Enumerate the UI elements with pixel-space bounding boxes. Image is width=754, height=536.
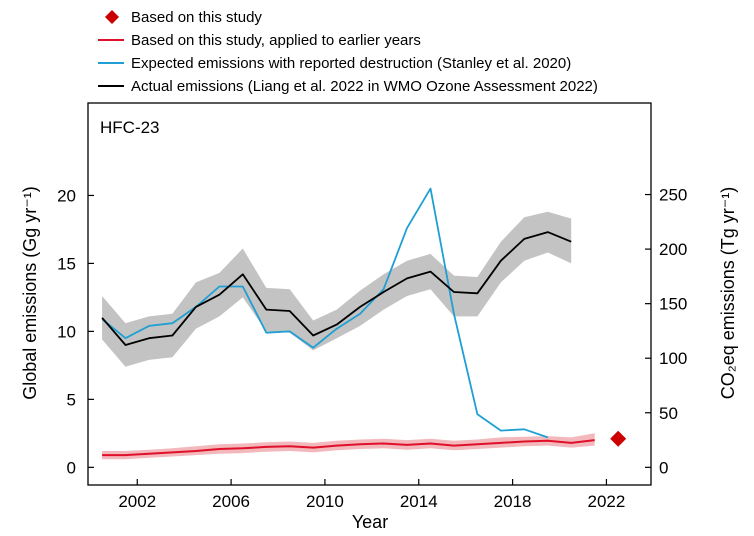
x-tick-label: 2018 — [494, 492, 532, 511]
legend-label-study-earlier: Based on this study, applied to earlier … — [131, 32, 421, 49]
y2-tick-label: 0 — [659, 458, 668, 477]
y-axis-title: Global emissions (Gg yr⁻¹) — [20, 186, 40, 400]
plot-frame — [87, 102, 652, 486]
y2-tick-label: 200 — [659, 240, 687, 259]
y-axis-ticks: 0 5 10 15 20 — [57, 186, 94, 477]
legend-label-expected: Expected emissions with reported destruc… — [131, 55, 571, 72]
y-tick-label: 5 — [67, 390, 76, 409]
y2-tick-label: 100 — [659, 349, 687, 368]
x-tick-label: 2002 — [118, 492, 156, 511]
series-points — [610, 430, 627, 447]
actual-emissions-line — [101, 231, 572, 346]
legend-label-actual: Actual emissions (Liang et al. 2022 in W… — [131, 78, 598, 95]
uncertainty-bands — [102, 211, 595, 460]
y2-tick-label: 150 — [659, 295, 687, 314]
panel-label: HFC-23 — [100, 118, 160, 137]
legend-item-study-earlier: Based on this study, applied to earlier … — [98, 32, 421, 49]
x-tick-label: 2006 — [212, 492, 250, 511]
expected-emissions-line — [101, 187, 549, 439]
y2-axis-title: CO₂eq emissions (Tg yr⁻¹) — [718, 187, 738, 400]
x-tick-label: 2010 — [306, 492, 344, 511]
x-tick-label: 2022 — [588, 492, 626, 511]
legend: Based on this study Based on this study,… — [98, 9, 598, 95]
x-axis-ticks: 2002 2006 2010 2014 2018 2022 — [118, 479, 625, 511]
y-tick-label: 20 — [57, 186, 76, 205]
y2-axis-ticks: 0 50 100 150 200 250 — [645, 186, 687, 477]
study-point-2022 — [610, 430, 627, 447]
y2-tick-label: 250 — [659, 186, 687, 205]
study-emissions-line — [102, 439, 595, 457]
study-emissions-band — [102, 433, 595, 460]
series-lines — [101, 187, 595, 457]
legend-item-study-point: Based on this study — [105, 9, 262, 26]
y-tick-label: 10 — [57, 322, 76, 341]
y-tick-label: 15 — [57, 254, 76, 273]
y-tick-label: 0 — [67, 458, 76, 477]
x-axis-title: Year — [352, 512, 388, 532]
legend-label-study-point: Based on this study — [131, 9, 262, 26]
x-tick-label: 2014 — [400, 492, 438, 511]
legend-item-actual: Actual emissions (Liang et al. 2022 in W… — [98, 78, 598, 95]
y2-tick-label: 50 — [659, 404, 678, 423]
actual-emissions-band — [102, 211, 572, 367]
legend-item-expected: Expected emissions with reported destruc… — [98, 55, 571, 72]
legend-marker-diamond — [105, 10, 119, 24]
